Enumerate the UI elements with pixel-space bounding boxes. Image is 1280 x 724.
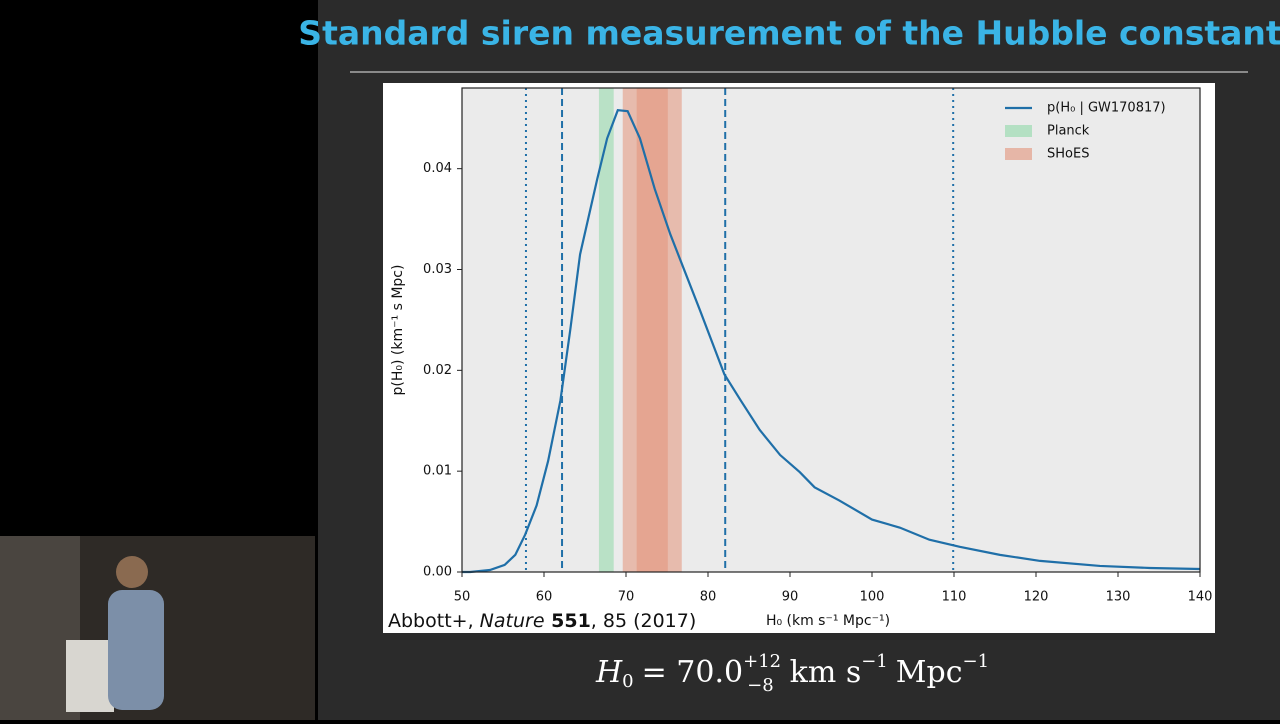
density-curve: [462, 109, 1201, 574]
x-tick-label: 110: [942, 590, 967, 605]
x-tick-label: 140: [1188, 590, 1213, 605]
band: [598, 88, 614, 572]
axes-frame: [461, 87, 1201, 573]
eq-units2: Mpc: [896, 655, 963, 690]
band: [636, 88, 668, 572]
x-tick-label: 90: [782, 590, 799, 605]
y-tick-label: 0.02: [423, 363, 452, 378]
citation-journal: Nature: [480, 610, 545, 632]
eq-symbol: H: [595, 655, 623, 690]
y-axis-label: p(H₀) (km⁻¹ s Mpc): [390, 265, 406, 396]
eq-lower: −8: [747, 675, 774, 696]
eq-unit2-power: −1: [963, 651, 990, 672]
y-tick-label: 0.04: [423, 161, 452, 176]
x-tick-label: 50: [454, 590, 471, 605]
slide-title: Standard siren measurement of the Hubble…: [298, 14, 1280, 53]
legend-label: SHoES: [1047, 147, 1089, 162]
x-axis-label: H₀ (km s⁻¹ Mpc⁻¹): [766, 613, 890, 629]
x-tick-label: 130: [1106, 590, 1131, 605]
x-tick-label: 70: [618, 590, 635, 605]
x-tick-label: 60: [536, 590, 553, 605]
eq-subscript: 0: [622, 671, 633, 692]
x-tick-label: 100: [860, 590, 885, 605]
citation-volume: 551: [545, 610, 591, 632]
citation: Abbott+, Nature 551, 85 (2017): [388, 610, 696, 632]
citation-author: Abbott+,: [388, 610, 480, 632]
eq-unit-power: −1: [861, 651, 888, 672]
eq-relation: = 70.0: [642, 655, 743, 690]
y-tick-label: 0.01: [423, 464, 452, 479]
eq-units: km s: [790, 655, 862, 690]
y-tick-label: 0.03: [423, 262, 452, 277]
citation-page: , 85 (2017): [591, 610, 696, 632]
legend-swatch: [1005, 125, 1032, 137]
plot: [462, 88, 1201, 574]
video-poster: [66, 640, 114, 712]
legend-label: Planck: [1047, 124, 1090, 139]
equation: H0 = 70.0+12 −8 km s−1 Mpc−1: [595, 651, 989, 696]
legend-label: p(H₀ | GW170817): [1047, 101, 1166, 116]
eq-upper: +12: [743, 651, 781, 672]
speaker: [108, 590, 164, 710]
y-tick-label: 0.00: [423, 565, 452, 580]
speaker-head: [116, 556, 148, 588]
x-tick-label: 120: [1024, 590, 1049, 605]
plot-area: [462, 88, 1200, 572]
legend-swatch: [1005, 148, 1032, 160]
x-tick-label: 80: [700, 590, 717, 605]
